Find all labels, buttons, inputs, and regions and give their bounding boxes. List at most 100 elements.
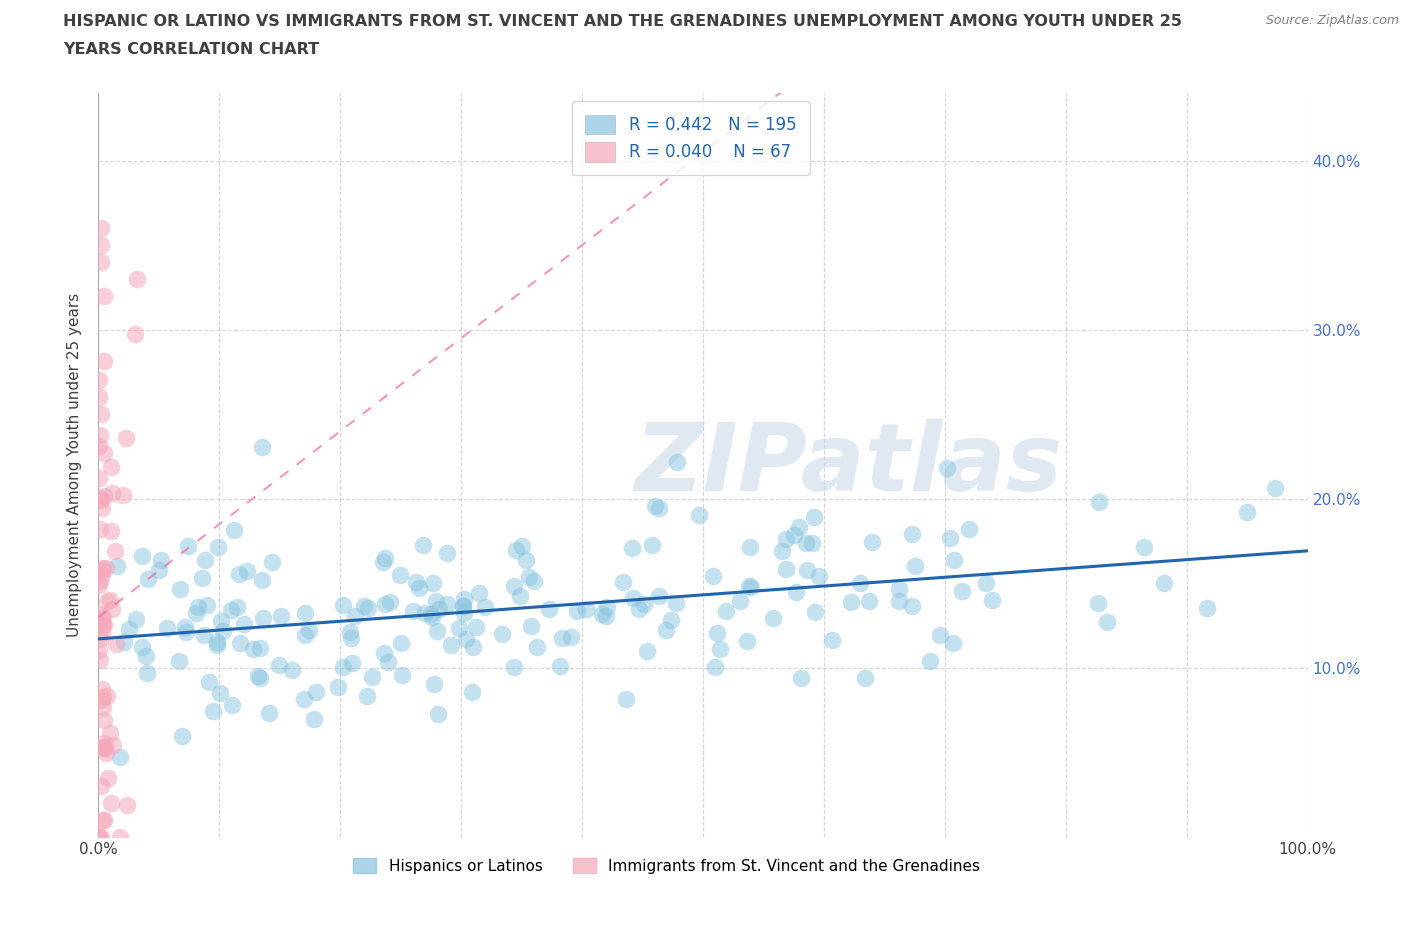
Point <box>794 536 817 551</box>
Point <box>889 593 911 608</box>
Point <box>193 627 215 642</box>
Point <box>849 576 872 591</box>
Point <box>595 600 617 615</box>
Point <box>197 674 219 689</box>
Point <box>249 641 271 656</box>
Point <box>90 406 112 421</box>
Point <box>205 634 228 649</box>
Point <box>87 373 110 388</box>
Point <box>93 736 115 751</box>
Point <box>343 608 366 623</box>
Point <box>89 830 111 844</box>
Point <box>174 619 197 634</box>
Point <box>560 630 582 644</box>
Point <box>91 700 114 715</box>
Point <box>447 620 470 635</box>
Point <box>804 604 827 619</box>
Point <box>740 579 762 594</box>
Point <box>762 611 785 626</box>
Point <box>93 739 115 754</box>
Point <box>103 737 125 752</box>
Point <box>260 555 283 570</box>
Point <box>101 486 124 501</box>
Point <box>202 704 225 719</box>
Point <box>340 631 363 645</box>
Point <box>90 693 112 708</box>
Point <box>728 593 751 608</box>
Point <box>90 500 112 515</box>
Point <box>294 692 316 707</box>
Point <box>100 593 122 608</box>
Point <box>803 510 825 525</box>
Point <box>373 555 395 570</box>
Point <box>90 611 112 626</box>
Point <box>575 602 598 617</box>
Text: YEARS CORRELATION CHART: YEARS CORRELATION CHART <box>63 42 319 57</box>
Point <box>222 523 245 538</box>
Point <box>247 669 270 684</box>
Point <box>87 439 110 454</box>
Point <box>191 570 214 585</box>
Point <box>468 586 491 601</box>
Point <box>405 575 427 590</box>
Point <box>167 654 190 669</box>
Point <box>785 585 807 600</box>
Point <box>174 625 197 640</box>
Point <box>714 604 737 618</box>
Point <box>236 564 259 578</box>
Point <box>453 605 475 620</box>
Text: Source: ZipAtlas.com: Source: ZipAtlas.com <box>1265 14 1399 27</box>
Point <box>104 637 127 652</box>
Point <box>90 563 112 578</box>
Point <box>100 524 122 538</box>
Point <box>150 552 173 567</box>
Point <box>426 707 449 722</box>
Point <box>91 609 114 624</box>
Point <box>94 560 117 575</box>
Point <box>94 746 117 761</box>
Point <box>135 648 157 663</box>
Point <box>98 725 121 740</box>
Point <box>412 538 434 552</box>
Point <box>280 662 302 677</box>
Point <box>221 698 243 712</box>
Point <box>91 813 114 828</box>
Point <box>267 658 290 672</box>
Point <box>1236 504 1258 519</box>
Point <box>131 549 153 564</box>
Point <box>172 728 194 743</box>
Point <box>252 440 274 455</box>
Point <box>1153 576 1175 591</box>
Point <box>801 536 824 551</box>
Point <box>90 682 112 697</box>
Point <box>706 625 728 640</box>
Point <box>205 637 228 652</box>
Point <box>509 589 531 604</box>
Point <box>87 830 110 844</box>
Point <box>194 552 217 567</box>
Point <box>976 575 998 590</box>
Point <box>942 635 965 650</box>
Point <box>356 689 378 704</box>
Point <box>136 666 159 681</box>
Point <box>89 491 111 506</box>
Point <box>1132 539 1154 554</box>
Point <box>91 561 114 576</box>
Point <box>522 574 544 589</box>
Point <box>426 624 449 639</box>
Point <box>422 610 444 625</box>
Point <box>91 740 114 755</box>
Point <box>551 631 574 645</box>
Point <box>87 390 110 405</box>
Point <box>233 617 256 631</box>
Point <box>616 691 638 706</box>
Point <box>90 255 112 270</box>
Point <box>297 623 319 638</box>
Point <box>644 499 666 514</box>
Point <box>512 538 534 553</box>
Point <box>839 595 862 610</box>
Point <box>775 562 797 577</box>
Point <box>115 797 138 812</box>
Point <box>90 238 112 253</box>
Point <box>515 552 537 567</box>
